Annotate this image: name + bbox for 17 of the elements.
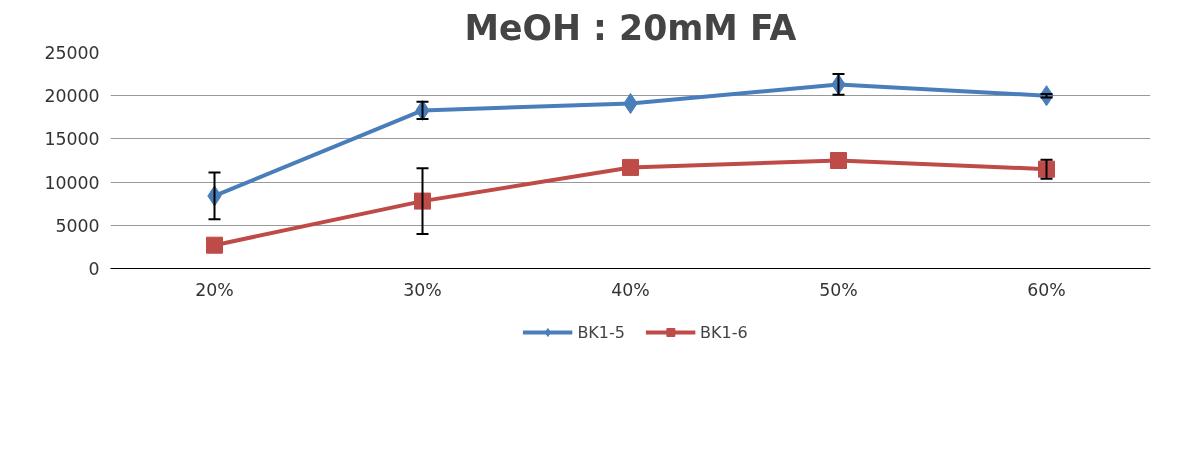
legend-label: BK1-5 xyxy=(577,322,625,342)
y-tick-label: 20000 xyxy=(44,86,100,107)
point xyxy=(622,158,639,176)
x-tick-label: 40% xyxy=(611,279,650,300)
y-tick-label: 10000 xyxy=(44,172,100,193)
y-tick-label: 25000 xyxy=(44,43,100,63)
point xyxy=(206,236,223,254)
y-tick-label: 15000 xyxy=(44,129,100,150)
legend-label: BK1-6 xyxy=(700,322,748,342)
point xyxy=(830,152,847,169)
x-tick-label: 20% xyxy=(195,279,234,300)
y-tick-label: 0 xyxy=(88,259,100,279)
x-tick-label: 30% xyxy=(403,279,442,300)
x-tick-label: 60% xyxy=(1027,279,1066,300)
x-tick-label: 50% xyxy=(819,279,858,300)
chart-title: MeOH : 20mM FA xyxy=(464,7,797,48)
y-tick-label: 5000 xyxy=(55,215,100,236)
